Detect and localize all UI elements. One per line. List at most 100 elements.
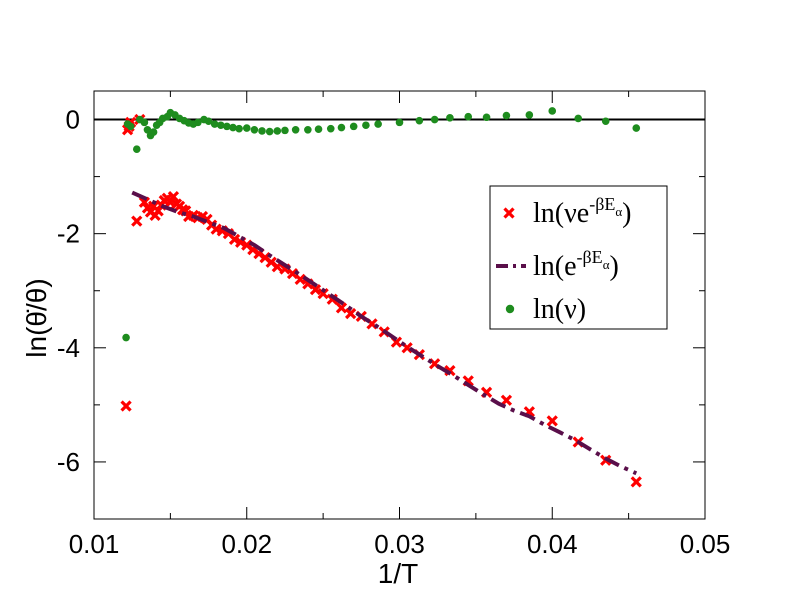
data-point xyxy=(335,302,348,314)
series-layer xyxy=(120,107,642,488)
x-marker-stroke xyxy=(286,267,299,280)
x-marker-stroke xyxy=(429,358,441,370)
data-point xyxy=(132,145,141,154)
data-point xyxy=(362,121,370,130)
x-marker-stroke xyxy=(390,336,403,348)
data-point xyxy=(126,122,135,131)
x-tick-label: 0.04 xyxy=(527,529,578,559)
x-tick-label: 0.05 xyxy=(680,529,731,559)
y-tick-label: 0 xyxy=(66,105,80,135)
data-point xyxy=(223,122,231,131)
data-point xyxy=(309,283,322,296)
data-point xyxy=(502,111,511,120)
data-point xyxy=(632,124,641,132)
data-point xyxy=(265,127,274,136)
data-point xyxy=(140,118,149,127)
x-axis-label: 1/T xyxy=(378,558,418,589)
data-point xyxy=(464,112,473,121)
data-point xyxy=(374,120,382,128)
legend-box xyxy=(489,185,668,330)
data-point xyxy=(546,415,558,427)
series-line xyxy=(131,190,638,476)
series-1 xyxy=(131,190,638,476)
data-point xyxy=(131,215,143,227)
data-point xyxy=(242,124,251,132)
data-point xyxy=(291,126,300,134)
y-tick-label: -6 xyxy=(57,447,80,477)
legend-entry-1: ln(e-βEα) xyxy=(496,247,619,282)
data-point xyxy=(344,307,357,320)
data-point xyxy=(574,114,583,123)
legend-label: ln(e-βEα) xyxy=(533,247,619,282)
data-point xyxy=(326,124,335,133)
x-marker-stroke xyxy=(317,287,329,300)
data-point xyxy=(250,126,259,134)
x-tick-labels: 0.01 0.02 0.03 0.04 0.05 xyxy=(69,529,731,559)
legend-label: ln(νe-βEα) xyxy=(533,194,632,229)
x-marker-stroke xyxy=(167,190,180,203)
x-marker-stroke xyxy=(147,200,160,212)
data-point xyxy=(630,476,642,488)
data-point xyxy=(317,287,329,300)
x-marker-stroke xyxy=(228,233,241,246)
x-marker-stroke xyxy=(630,476,642,488)
y-tick-label: -4 xyxy=(57,333,80,363)
data-point xyxy=(337,123,346,132)
x-tick-label: 0.02 xyxy=(221,529,272,559)
series-0 xyxy=(120,113,642,488)
x-marker-stroke xyxy=(546,415,558,427)
x-marker-stroke xyxy=(500,394,513,406)
x-marker-stroke xyxy=(265,256,277,268)
data-point xyxy=(122,333,130,342)
data-point xyxy=(258,127,266,135)
data-point xyxy=(149,128,158,136)
data-point xyxy=(500,394,513,406)
data-point xyxy=(482,113,491,122)
data-point xyxy=(216,121,225,130)
x-marker-stroke xyxy=(503,207,515,219)
data-point xyxy=(314,125,323,134)
data-point xyxy=(273,127,282,135)
data-point xyxy=(229,123,237,132)
legend-entry-0: ln(νe-βEα) xyxy=(503,194,632,229)
x-marker-stroke xyxy=(401,342,413,354)
x-marker-stroke xyxy=(294,273,306,285)
data-point xyxy=(415,116,424,125)
data-point xyxy=(430,115,439,124)
x-marker-stroke xyxy=(309,283,322,296)
x-marker-stroke xyxy=(241,239,253,251)
legend-entries: ln(νe-βEα) ln(e-βEα) ln(ν) xyxy=(496,194,632,325)
y-axis-label: ln(θ̇/θ) xyxy=(21,278,52,357)
x-marker-stroke xyxy=(120,400,132,412)
data-point xyxy=(349,122,358,131)
data-point xyxy=(167,190,180,203)
data-point xyxy=(304,126,312,134)
x-tick-label: 0.03 xyxy=(374,529,425,559)
x-marker-stroke xyxy=(152,205,164,217)
x-marker-stroke xyxy=(344,307,357,320)
data-point xyxy=(228,233,241,246)
legend-marker xyxy=(505,304,515,314)
legend-entry-2: ln(ν) xyxy=(505,294,586,325)
x-marker-stroke xyxy=(366,318,378,330)
x-marker-stroke xyxy=(335,302,348,314)
data-point xyxy=(548,107,557,115)
legend-label: ln(ν) xyxy=(533,294,586,325)
data-point xyxy=(138,196,151,208)
data-point xyxy=(210,120,219,128)
axis-ticks xyxy=(93,91,706,520)
data-point xyxy=(294,273,306,285)
data-point xyxy=(120,400,132,412)
y-tick-label: -2 xyxy=(57,219,80,249)
data-point xyxy=(235,124,243,133)
data-point xyxy=(194,118,202,127)
x-marker-stroke xyxy=(138,196,151,208)
data-point xyxy=(152,205,164,217)
x-tick-label: 0.01 xyxy=(69,529,120,559)
data-point xyxy=(204,117,213,126)
y-tick-labels: 0 -2 -4 -6 xyxy=(57,105,80,477)
data-point xyxy=(601,117,610,126)
data-point xyxy=(525,111,534,119)
legend-marker xyxy=(503,207,515,219)
